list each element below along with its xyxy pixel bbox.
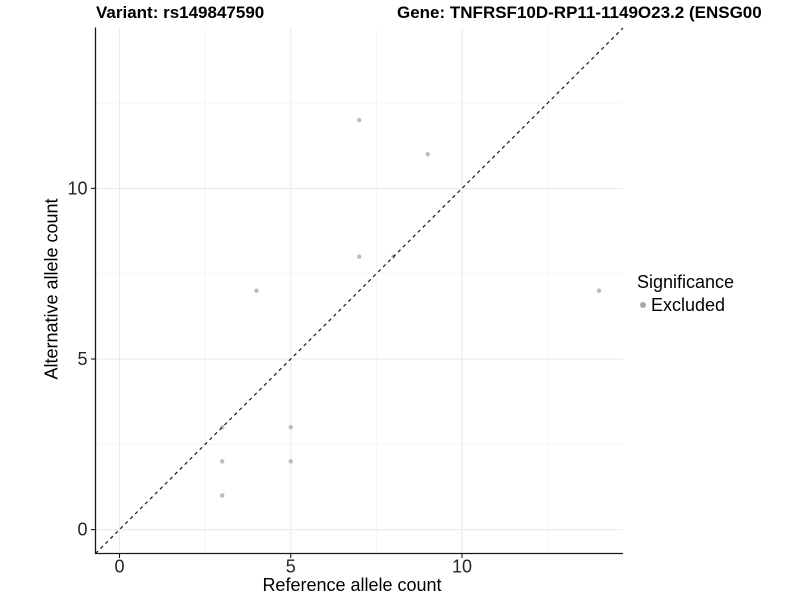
data-point <box>357 254 362 259</box>
data-point <box>220 493 225 498</box>
data-point <box>288 425 293 430</box>
data-point <box>288 459 293 464</box>
plot-title-variant: Variant: rs149847590 <box>96 3 265 22</box>
data-point <box>357 117 362 123</box>
y-tick-label: 0 <box>77 520 87 540</box>
x-tick-label: 5 <box>286 557 296 577</box>
x-axis-title: Reference allele count <box>262 575 442 595</box>
data-point <box>254 288 259 293</box>
x-tick-label: 0 <box>114 557 124 577</box>
y-tick-label: 5 <box>77 349 87 369</box>
data-point <box>220 459 225 464</box>
y-tick-label: 10 <box>67 178 87 198</box>
legend-title: Significance <box>637 272 735 292</box>
legend-item-label: Excluded <box>651 294 726 315</box>
legend: Significance Excluded <box>637 272 735 316</box>
x-tick-label: 10 <box>452 557 472 577</box>
legend-item-excluded: Excluded <box>640 295 734 316</box>
identity-line <box>95 27 624 554</box>
legend-key-point-icon <box>640 302 646 309</box>
data-point <box>596 288 602 293</box>
data-point <box>425 152 430 157</box>
plot-title-gene: Gene: TNFRSF10D-RP11-1149O23.2 (ENSG00 <box>397 3 762 22</box>
